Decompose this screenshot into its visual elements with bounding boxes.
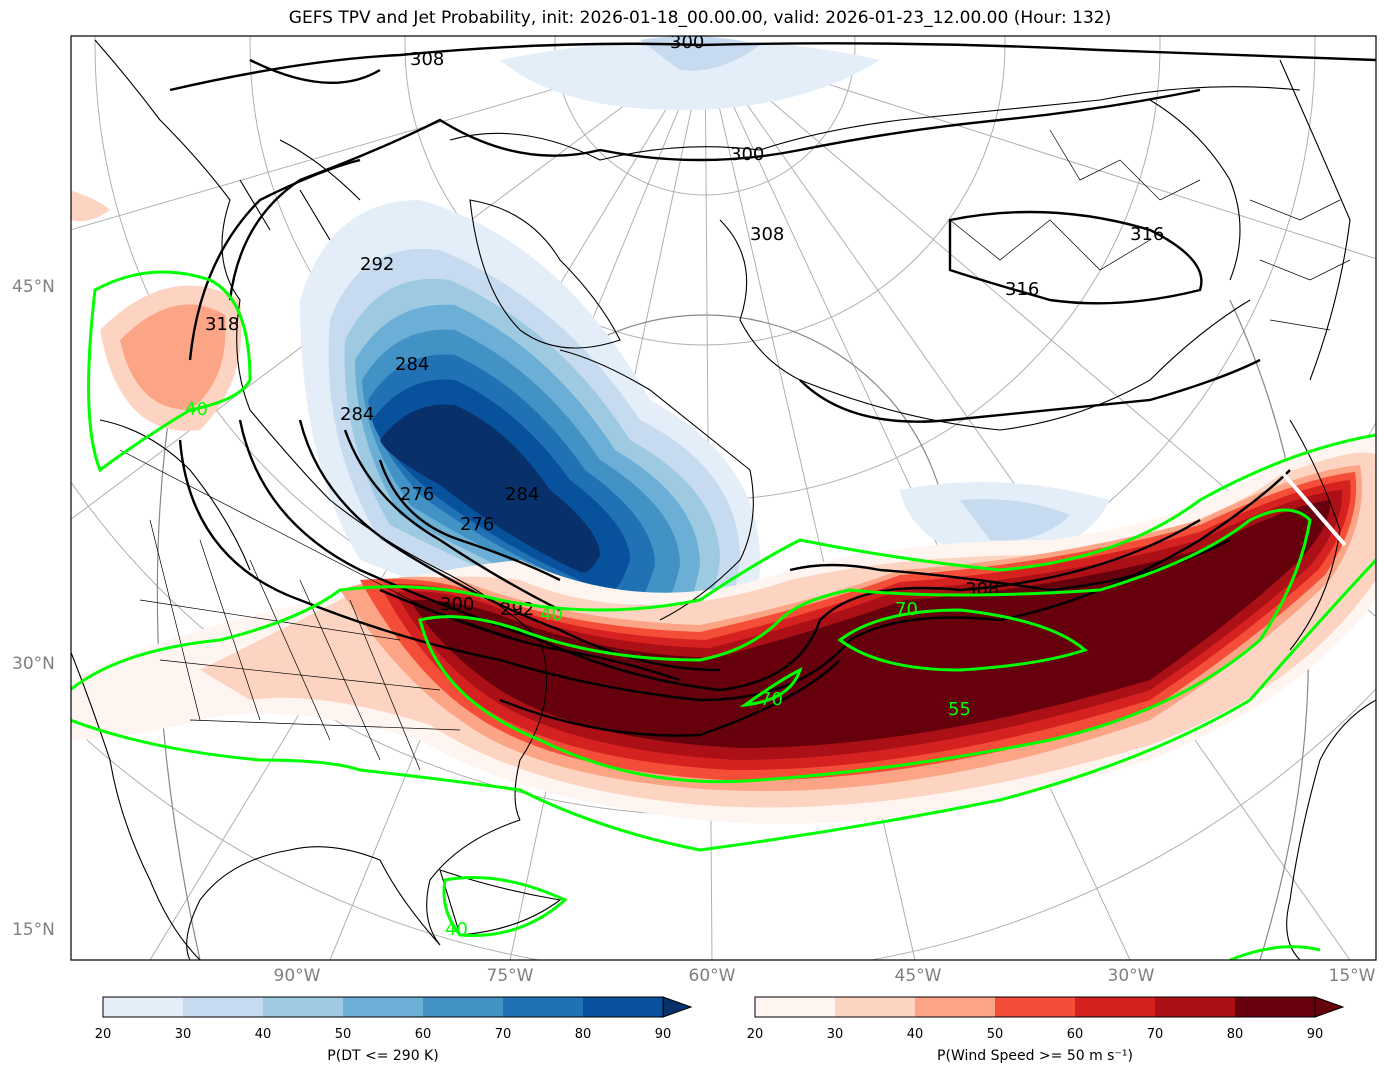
- colorbar-red-tick: 50: [986, 1027, 1004, 1042]
- theta-label: 284: [395, 354, 429, 375]
- jet-label: 40: [185, 399, 208, 420]
- theta-label: 284: [340, 404, 374, 425]
- colorbar-blue-tick: 20: [94, 1027, 112, 1042]
- lon-label-90w: 90°W: [273, 966, 321, 986]
- colorbar-blue-extend-arrow: [662, 996, 693, 1018]
- theta-label: 316: [1130, 224, 1164, 245]
- colorbar-blue-segment: [263, 997, 344, 1017]
- theta-label: 300: [440, 594, 474, 615]
- lat-label-15n: 15°N: [12, 920, 55, 940]
- theta-label: 308: [965, 579, 999, 600]
- colorbar-blue-tick: 70: [494, 1027, 512, 1042]
- cross-section-line: [1278, 468, 1347, 547]
- jet-contours: [71, 270, 1376, 960]
- theta-label: 316: [1005, 279, 1039, 300]
- colorbar-blue-tick: 40: [254, 1027, 272, 1042]
- colorbar-red-tick: 20: [746, 1027, 764, 1042]
- colorbar-blue-tick: 90: [654, 1027, 672, 1042]
- colorbar-red-segment: [1075, 997, 1156, 1017]
- colorbar-red-extend-arrow: [1314, 996, 1345, 1018]
- lon-label-75w: 75°W: [486, 966, 534, 986]
- theta-label: 276: [460, 514, 494, 535]
- colorbar-red-tick: 80: [1226, 1027, 1244, 1042]
- theta-label: 292: [360, 254, 394, 275]
- colorbar-red-tick: 30: [826, 1027, 844, 1042]
- colorbar-red-tick: 90: [1306, 1027, 1324, 1042]
- lon-label-30w: 30°W: [1107, 966, 1155, 986]
- colorbar-red-segment: [1155, 997, 1236, 1017]
- colorbar-blue-segment: [503, 997, 584, 1017]
- map-frame: [70, 35, 1377, 961]
- coastlines: [71, 39, 1376, 960]
- colorbar-blue-segment: [423, 997, 504, 1017]
- colorbar-blue-tick: 60: [414, 1027, 432, 1042]
- colorbar-red-segment: [915, 997, 996, 1017]
- colorbar-blue-segment: [103, 997, 184, 1017]
- colorbar-blue-tick: 30: [174, 1027, 192, 1042]
- theta-label: 308: [410, 49, 444, 70]
- lat-label-45n: 45°N: [12, 277, 55, 297]
- colorbar-blue: [102, 996, 693, 1018]
- theta-contour-labels: 300 308 300 308 316 316 318 292 284 284 …: [205, 32, 1164, 620]
- lat-label-30n: 30°N: [12, 654, 55, 674]
- theta-contours: [169, 42, 1376, 737]
- colorbar-red-segment: [835, 997, 916, 1017]
- political-borders: [119, 129, 1351, 771]
- colorbar-blue-tick: 80: [574, 1027, 592, 1042]
- theta-label: 300: [730, 144, 764, 165]
- jet-label: 55: [948, 699, 971, 720]
- theta-label: 284: [505, 484, 539, 505]
- colorbar-blue-segment: [343, 997, 424, 1017]
- colorbar-blue-label: P(DT <= 290 K): [327, 1048, 439, 1064]
- colorbar-blue-segment: [583, 997, 664, 1017]
- colorbar-blue-tick: 50: [334, 1027, 352, 1042]
- theta-label: 308: [750, 224, 784, 245]
- lon-label-60w: 60°W: [688, 966, 736, 986]
- lon-label-45w: 45°W: [894, 966, 942, 986]
- colorbar-red-tick: 60: [1066, 1027, 1084, 1042]
- colorbar-red-segment: [1235, 997, 1316, 1017]
- jet-label: 70: [895, 599, 918, 620]
- colorbar-red-tick: 70: [1146, 1027, 1164, 1042]
- colorbar-red-segment: [995, 997, 1076, 1017]
- colorbar-red-segment: [755, 997, 836, 1017]
- jet-contour-labels: 40 40 70 70 55 40: [185, 399, 971, 940]
- lon-label-15w: 15°W: [1328, 966, 1376, 986]
- colorbar-blue-segment: [183, 997, 264, 1017]
- theta-label: 300: [670, 32, 704, 53]
- figure-title: GEFS TPV and Jet Probability, init: 2026…: [288, 8, 1112, 28]
- theta-label: 276: [400, 484, 434, 505]
- colorbar-red: [754, 996, 1345, 1018]
- colorbar-red-label: P(Wind Speed >= 50 m s⁻¹): [937, 1048, 1133, 1064]
- jet-label: 70: [760, 689, 783, 710]
- theta-label: 318: [205, 314, 239, 335]
- colorbar-red-tick: 40: [906, 1027, 924, 1042]
- jet-label: 40: [540, 604, 563, 625]
- jet-label: 40: [445, 919, 468, 940]
